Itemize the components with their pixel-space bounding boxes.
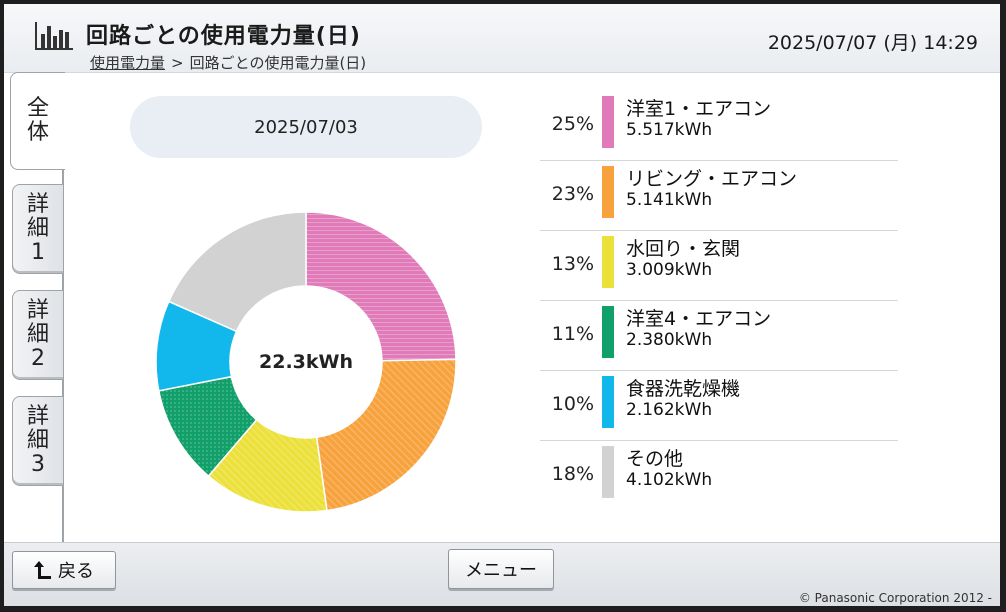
page-title: 回路ごとの使用電力量(日) — [86, 24, 361, 49]
legend-kwh-value: 2.162kWh — [626, 400, 713, 420]
tab-detail-1-char-2: 細 — [26, 216, 49, 241]
current-datetime: 2025/07/07 (月) 14:29 — [767, 32, 978, 54]
legend-item: 23% リビング・エアコン 5.141kWh — [540, 160, 898, 231]
legend-swatch — [602, 376, 614, 428]
donut-slice-texture — [306, 212, 456, 361]
donut-chart: 22.3kWh — [155, 211, 457, 513]
bar-chart-icon — [35, 22, 73, 50]
legend-percent: 18% — [551, 463, 594, 485]
legend-item: 11% 洋室4・エアコン 2.380kWh — [540, 300, 898, 371]
tab-detail-1-char-1: 詳 — [26, 192, 49, 217]
legend-swatch — [602, 236, 614, 288]
legend-kwh-value: 4.102kWh — [626, 470, 713, 490]
back-arrow-icon — [34, 561, 51, 579]
breadcrumb: 使用電力量 > 回路ごとの使用電力量(日) — [90, 52, 366, 73]
legend-circuit-name: リビング・エアコン — [626, 168, 798, 190]
donut-center-total: 22.3kWh — [259, 351, 353, 373]
date-text: 2025/07/03 — [254, 116, 358, 138]
header: 回路ごとの使用電力量(日) 2025/07/07 (月) 14:29 使用電力量… — [4, 4, 1000, 73]
legend-circuit-name: 水回り・玄関 — [626, 238, 741, 260]
breadcrumb-current: 回路ごとの使用電力量(日) — [189, 54, 367, 72]
tab-detail-2[interactable]: 詳 細 2 — [12, 290, 63, 380]
legend-circuit-name: 食器洗乾燥機 — [626, 378, 741, 400]
legend-item: 18% その他 4.102kWh — [540, 440, 898, 510]
legend-swatch — [602, 306, 614, 358]
tab-overall[interactable]: 全 体 — [10, 72, 65, 170]
copyright: © Panasonic Corporation 2012 - — [798, 591, 992, 605]
legend-circuit-name: その他 — [626, 448, 684, 470]
legend-percent: 25% — [551, 113, 594, 135]
legend-kwh-value: 2.380kWh — [626, 330, 713, 350]
back-button-label: 戻る — [58, 561, 94, 582]
breadcrumb-separator: > — [171, 54, 184, 72]
donut-slice-texture — [316, 359, 456, 511]
tab-overall-char-2: 体 — [26, 120, 49, 145]
date-display: 2025/07/03 — [130, 96, 482, 158]
tab-detail-1[interactable]: 詳 細 1 — [12, 184, 63, 274]
tab-detail-3-char-1: 詳 — [26, 404, 49, 429]
legend-kwh-value: 5.141kWh — [626, 190, 713, 210]
legend-circuit-name: 洋室4・エアコン — [626, 308, 772, 330]
tab-detail-3-char-3: 3 — [31, 452, 45, 477]
donut-slice — [167, 211, 307, 333]
donut-slice-texture — [208, 419, 327, 512]
tab-divider — [62, 72, 64, 542]
legend-percent: 23% — [551, 183, 594, 205]
legend-item: 13% 水回り・玄関 3.009kWh — [540, 230, 898, 301]
legend-item: 25% 洋室1・エアコン 5.517kWh — [540, 90, 898, 161]
donut-slice-texture — [158, 376, 257, 477]
menu-button-label: メニュー — [465, 560, 537, 581]
legend-percent: 11% — [551, 323, 594, 345]
breadcrumb-link-power-usage[interactable]: 使用電力量 — [90, 54, 166, 72]
legend-percent: 13% — [551, 253, 594, 275]
tab-detail-2-char-2: 細 — [26, 322, 49, 347]
tab-detail-1-char-3: 1 — [31, 240, 45, 265]
menu-button[interactable]: メニュー — [448, 549, 554, 589]
tab-detail-2-char-1: 詳 — [26, 298, 49, 323]
legend-swatch — [602, 166, 614, 218]
donut-slices — [155, 211, 457, 513]
footer: 戻る メニュー © Panasonic Corporation 2012 - — [4, 542, 1000, 606]
legend-percent: 10% — [551, 393, 594, 415]
legend-kwh-value: 5.517kWh — [626, 120, 713, 140]
legend-circuit-name: 洋室1・エアコン — [626, 98, 772, 120]
tab-detail-3-char-2: 細 — [26, 428, 49, 453]
tab-detail-2-char-3: 2 — [31, 346, 45, 371]
tab-detail-3[interactable]: 詳 細 3 — [12, 396, 63, 486]
tab-overall-char-1: 全 — [26, 96, 49, 121]
screen: 回路ごとの使用電力量(日) 2025/07/07 (月) 14:29 使用電力量… — [4, 4, 1000, 606]
back-button[interactable]: 戻る — [12, 551, 116, 589]
legend-swatch — [602, 446, 614, 498]
legend-item: 10% 食器洗乾燥機 2.162kWh — [540, 370, 898, 441]
legend-kwh-value: 3.009kWh — [626, 260, 713, 280]
legend-swatch — [602, 96, 614, 148]
